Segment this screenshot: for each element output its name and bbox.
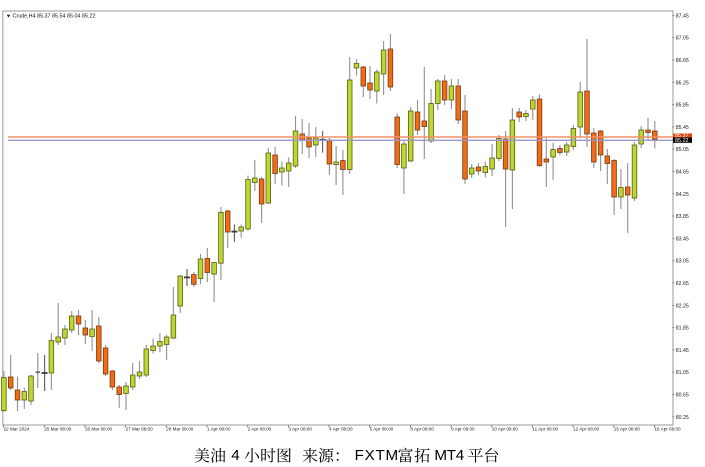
svg-text:Crude,H4 85.37 85.54 85.04 85: Crude,H4 85.37 85.54 85.04 85.22 [13, 14, 96, 20]
svg-text:1 Apr 08:00: 1 Apr 08:00 [207, 427, 231, 432]
svg-text:25 Mar 08:00: 25 Mar 08:00 [44, 427, 72, 432]
svg-text:80.25: 80.25 [676, 415, 689, 421]
svg-text:FXTM: FXTM [355, 447, 399, 464]
svg-text:16 Apr 08:00: 16 Apr 08:00 [655, 427, 681, 432]
svg-text:84.65: 84.65 [676, 170, 689, 176]
svg-text:85.85: 85.85 [676, 103, 689, 109]
svg-text:4 Apr 08:00: 4 Apr 08:00 [329, 427, 353, 432]
svg-text:87.05: 87.05 [676, 36, 689, 42]
svg-text:81.85: 81.85 [676, 326, 689, 332]
svg-text:27 Mar 08:00: 27 Mar 08:00 [126, 427, 154, 432]
svg-text:82.25: 82.25 [676, 303, 689, 309]
svg-text:86.65: 86.65 [676, 58, 689, 64]
svg-text:83.85: 83.85 [676, 214, 689, 220]
svg-text:15 Apr 08:00: 15 Apr 08:00 [614, 427, 640, 432]
svg-text:12 Apr 08:00: 12 Apr 08:00 [573, 427, 599, 432]
svg-text:83.45: 83.45 [676, 236, 689, 242]
svg-text:81.05: 81.05 [676, 370, 689, 376]
svg-text:26 Mar 08:00: 26 Mar 08:00 [85, 427, 113, 432]
svg-text:81.45: 81.45 [676, 348, 689, 354]
svg-text:10 Apr 08:00: 10 Apr 08:00 [492, 427, 518, 432]
svg-text:28 Mar 08:00: 28 Mar 08:00 [166, 427, 194, 432]
svg-text:8 Apr 08:00: 8 Apr 08:00 [410, 427, 434, 432]
svg-text:87.45: 87.45 [676, 13, 689, 19]
svg-text:85.37: 85.37 [675, 133, 689, 139]
svg-text:80.65: 80.65 [676, 393, 689, 399]
svg-text:11 Apr 08:00: 11 Apr 08:00 [532, 427, 558, 432]
svg-text:84.25: 84.25 [676, 192, 689, 198]
svg-text:83.05: 83.05 [676, 259, 689, 265]
svg-text:86.25: 86.25 [676, 80, 689, 86]
svg-text:4: 4 [231, 447, 239, 464]
svg-text:2 Apr 08:00: 2 Apr 08:00 [248, 427, 272, 432]
svg-text:85.22: 85.22 [675, 138, 689, 144]
svg-text:82.65: 82.65 [676, 281, 689, 287]
svg-text:MT4: MT4 [434, 447, 464, 464]
svg-text:3 Apr 08:00: 3 Apr 08:00 [288, 427, 312, 432]
svg-text:85.45: 85.45 [676, 125, 689, 131]
svg-text:22 Mar 2024: 22 Mar 2024 [4, 427, 30, 432]
svg-text:9 Apr 08:00: 9 Apr 08:00 [451, 427, 475, 432]
svg-text:5 Apr 08:00: 5 Apr 08:00 [370, 427, 394, 432]
svg-text:85.05: 85.05 [676, 147, 689, 153]
